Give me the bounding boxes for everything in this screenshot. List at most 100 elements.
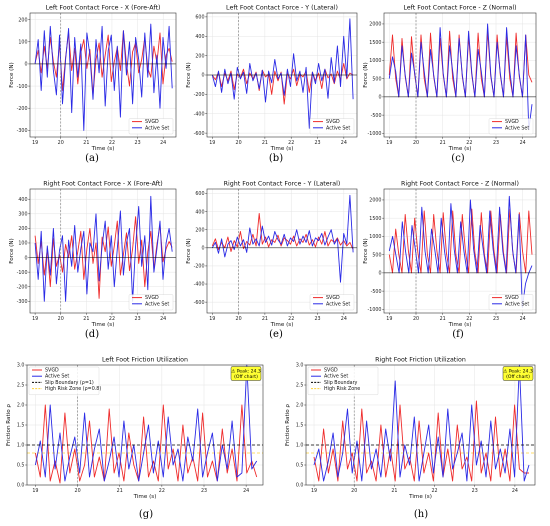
x-axis-label: Time (s) xyxy=(408,494,432,500)
y-axis-label: Force (N) xyxy=(363,62,369,87)
y-axis-label: Force (N) xyxy=(186,62,192,87)
x-tick-label: 19 xyxy=(386,140,392,146)
y-tick-label: 1.5 xyxy=(17,423,25,429)
x-axis-label: Time (s) xyxy=(91,146,115,152)
x-tick-label: 24 xyxy=(160,316,166,322)
series-line-active-set xyxy=(34,364,258,482)
x-tick-label: 23 xyxy=(493,140,499,146)
x-tick-label: 19 xyxy=(32,316,38,322)
x-axis-label: Time (s) xyxy=(270,322,294,328)
x-tick-label: 22 xyxy=(109,316,115,322)
peak-annotation-line2: (Off chart) xyxy=(234,374,258,380)
series-line-active-set xyxy=(34,23,173,131)
y-tick-label: 500 xyxy=(372,76,381,82)
y-tick-label: -200 xyxy=(194,92,205,98)
series-line-active-set xyxy=(388,23,533,131)
panel-caption: (h) xyxy=(414,509,428,520)
x-tick-label: 22 xyxy=(159,488,165,494)
y-tick-label: 2.0 xyxy=(17,403,25,409)
legend-box xyxy=(128,118,174,135)
y-tick-label: -100 xyxy=(17,84,28,90)
y-tick-label: 2000 xyxy=(369,22,381,28)
x-tick-label: 19 xyxy=(209,140,215,146)
panel-caption: (d) xyxy=(85,329,99,340)
y-tick-label: -300 xyxy=(17,299,28,305)
plot-frame xyxy=(29,188,177,314)
x-tick-label: 23 xyxy=(201,488,207,494)
panel-caption: (e) xyxy=(269,329,283,340)
x-tick-label: 19 xyxy=(311,488,317,494)
chart-f: 19 20 21 22 23 24 -1000 -500 0 500 1000 1500 2000 Rig… xyxy=(363,181,537,340)
y-tick-label: 3.0 xyxy=(296,363,304,369)
peak-annotation-line1: ⚠ Peak: 24.3 xyxy=(231,368,261,374)
x-tick-label: 21 xyxy=(440,140,446,146)
chart-title: Right Foot Contact Force - X (Fore-Aft) xyxy=(43,181,163,188)
legend-label: SVGD xyxy=(45,368,59,374)
x-tick-label: 21 xyxy=(440,316,446,322)
chart-title: Right Foot Contact Force - Y (Lateral) xyxy=(224,181,341,188)
plot-frame xyxy=(383,12,537,138)
y-tick-label: 1500 xyxy=(369,40,381,46)
x-tick-label: 20 xyxy=(75,488,81,494)
x-tick-label: 20 xyxy=(236,316,242,322)
series-line-svgd xyxy=(34,404,258,484)
x-tick-label: 22 xyxy=(432,488,438,494)
legend-box xyxy=(309,294,355,311)
x-tick-label: 23 xyxy=(493,316,499,322)
x-tick-label: 21 xyxy=(262,316,268,322)
chart-b: 19 20 21 22 23 24 -600 -400 -200 0 200 400 600 Left F… xyxy=(186,5,358,164)
legend-box xyxy=(128,294,174,311)
legend-label: SVGD xyxy=(505,295,519,301)
chart-title: Right Foot Contact Force - Z (Normal) xyxy=(401,181,519,188)
x-tick-label: 24 xyxy=(520,316,526,322)
x-tick-label: 23 xyxy=(314,140,320,146)
x-tick-label: 22 xyxy=(288,140,294,146)
y-tick-label: 400 xyxy=(18,197,27,203)
x-tick-label: 24 xyxy=(520,140,526,146)
x-tick-label: 20 xyxy=(236,140,242,146)
y-tick-label: 1.0 xyxy=(17,443,25,449)
y-tick-label: -400 xyxy=(194,111,205,117)
x-tick-label: 21 xyxy=(391,488,397,494)
y-tick-label: -400 xyxy=(194,282,205,288)
panel-caption: (c) xyxy=(451,153,465,164)
y-tick-label: 200 xyxy=(195,227,204,233)
y-axis-label: Friction Ratio ρ xyxy=(6,404,12,446)
x-axis-label: Time (s) xyxy=(448,322,472,328)
series-line-active-set xyxy=(211,194,354,283)
x-tick-label: 24 xyxy=(160,140,166,146)
legend-label: Active Set xyxy=(326,125,350,131)
x-tick-label: 24 xyxy=(341,316,347,322)
x-tick-label: 22 xyxy=(288,316,294,322)
y-tick-label: 300 xyxy=(18,212,27,218)
legend-label: Active Set xyxy=(326,301,350,307)
y-axis-label: Friction Ratio ρ xyxy=(285,404,291,446)
y-tick-label: 100 xyxy=(18,39,27,45)
legend-box xyxy=(28,366,100,395)
y-axis-label: Force (N) xyxy=(9,62,15,87)
x-tick-label: 23 xyxy=(135,316,141,322)
y-tick-label: -200 xyxy=(17,284,28,290)
peak-annotation-line1: ⚠ Peak: 24.3 xyxy=(503,368,533,374)
legend-box xyxy=(309,118,355,135)
x-axis-label: Time (s) xyxy=(91,322,115,328)
x-tick-label: 20 xyxy=(58,140,64,146)
x-tick-label: 21 xyxy=(262,140,268,146)
y-tick-label: 3.0 xyxy=(17,363,25,369)
y-tick-label: -1000 xyxy=(368,131,382,137)
y-tick-label: -500 xyxy=(371,113,382,119)
y-tick-label: 1500 xyxy=(369,216,381,222)
chart-c: 19 20 21 22 23 24 -1000 -500 0 500 1000 1500 2000 Lef… xyxy=(363,5,537,164)
x-tick-label: 23 xyxy=(314,316,320,322)
y-tick-label: 2.5 xyxy=(296,383,304,389)
y-tick-label: 500 xyxy=(372,252,381,258)
legend-label: SVGD xyxy=(505,119,519,125)
y-tick-label: -200 xyxy=(194,264,205,270)
chart-title: Left Foot Contact Force - X (Fore-Aft) xyxy=(46,5,161,12)
panel-caption: (g) xyxy=(139,509,153,520)
y-tick-label: 0 xyxy=(24,255,27,261)
y-tick-label: 200 xyxy=(18,17,27,23)
x-axis-label: Time (s) xyxy=(448,146,472,152)
peak-annotation-box xyxy=(502,366,534,381)
